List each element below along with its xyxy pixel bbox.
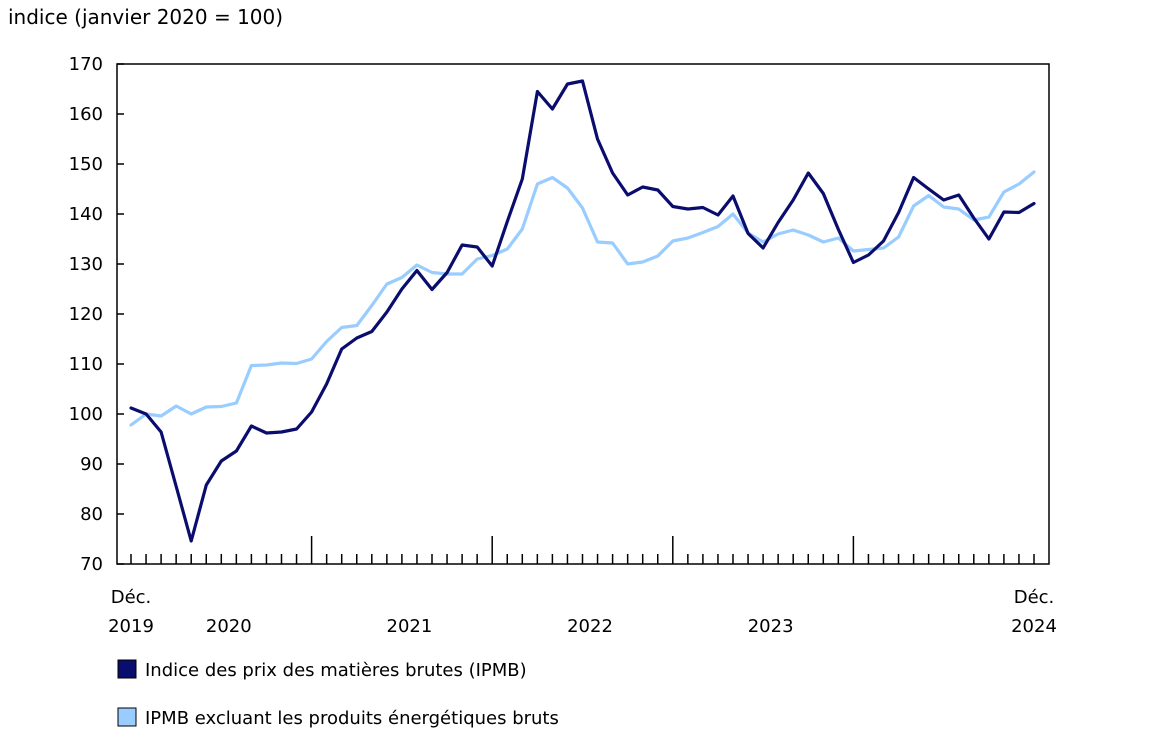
- series-group: [129, 79, 1036, 543]
- y-tick-label: 130: [69, 254, 103, 275]
- series-line-ipmb-excl-energy: [129, 170, 1036, 427]
- y-tick-label: 160: [69, 104, 103, 125]
- x-axis: [130, 536, 1035, 564]
- legend-label: Indice des prix des matières brutes (IPM…: [145, 660, 527, 681]
- y-axis-title: indice (janvier 2020 = 100): [8, 5, 283, 29]
- y-tick-label: 170: [69, 54, 103, 75]
- x-tick-label-year: 2024: [1011, 616, 1057, 637]
- x-tick-label-month: Déc.: [111, 587, 152, 608]
- x-axis-labels: Déc. 2019 2020 2021 2022 2023 Déc. 2024: [108, 587, 1057, 637]
- legend-label: IPMB excluant les produits énergétiques …: [145, 708, 559, 729]
- plot-area-frame: [116, 63, 1050, 565]
- x-tick-label-year: 2019: [108, 616, 154, 637]
- legend: Indice des prix des matières brutes (IPM…: [117, 659, 559, 729]
- x-tick-label-year: 2022: [567, 616, 613, 637]
- x-tick-label-year: 2023: [748, 616, 794, 637]
- x-tick-label-month: Déc.: [1014, 587, 1055, 608]
- x-tick-label-year: 2021: [387, 616, 433, 637]
- y-tick-label: 150: [69, 154, 103, 175]
- y-tick-label: 120: [69, 304, 103, 325]
- x-tick-label-year: 2020: [206, 616, 252, 637]
- y-tick-label: 110: [69, 354, 103, 375]
- legend-swatch: [117, 707, 137, 727]
- legend-swatch: [117, 659, 137, 679]
- y-tick-label: 140: [69, 204, 103, 225]
- y-tick-label: 80: [80, 504, 103, 525]
- y-axis: 70 80 90 100 110 120 130 140 150 160 170: [69, 54, 124, 575]
- y-tick-label: 70: [80, 554, 103, 575]
- y-tick-label: 90: [80, 454, 103, 475]
- y-tick-label: 100: [69, 404, 103, 425]
- series-line-ipmb: [129, 79, 1036, 543]
